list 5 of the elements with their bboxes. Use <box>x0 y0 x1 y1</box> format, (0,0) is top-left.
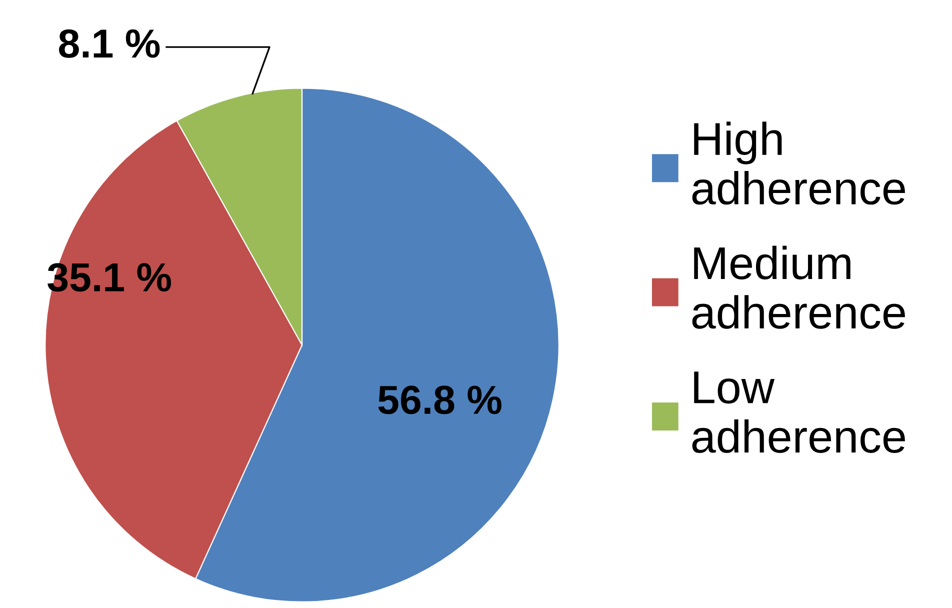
data-label: 56.8 % <box>378 386 502 414</box>
legend-label: Low adherence <box>692 372 905 454</box>
data-label: 8.1 % <box>59 29 160 58</box>
legend-label: Medium adherence <box>692 246 905 329</box>
legend-label: High adherence <box>692 122 905 205</box>
